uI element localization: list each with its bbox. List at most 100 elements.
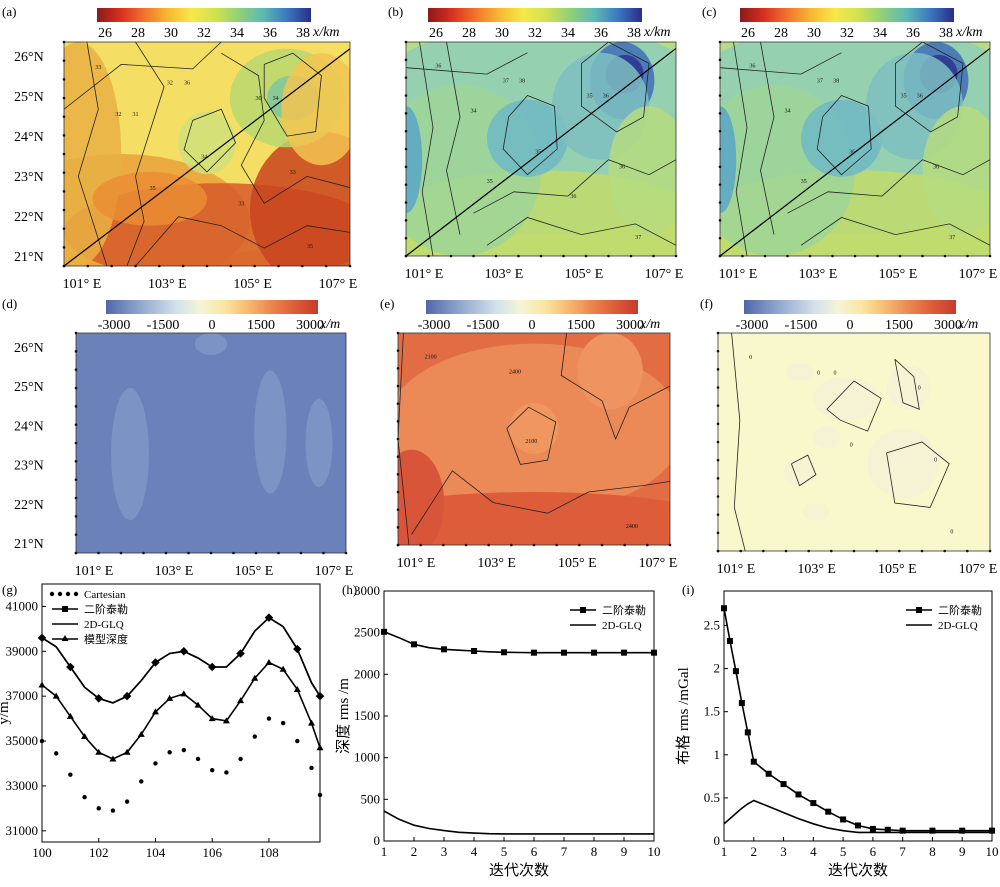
- frame-dot: [74, 368, 78, 371]
- profile-line: [406, 47, 676, 256]
- frame-dot: [607, 254, 610, 258]
- frame-dot: [966, 254, 969, 258]
- contour-label: 37: [949, 235, 955, 241]
- colorbar-tick-label: 34: [561, 26, 575, 41]
- frame-dot: [209, 551, 213, 555]
- legend-item: 二阶泰勒: [570, 603, 646, 617]
- legend-symbol: [49, 591, 55, 597]
- y-tick-label: 21°N: [14, 537, 44, 552]
- colorbar-tick-label: 30: [807, 26, 821, 41]
- series-marker: [651, 649, 657, 656]
- x-tick-label: 107° E: [315, 564, 354, 579]
- legend-label: 2D-GLQ: [938, 620, 978, 632]
- frame-dot: [988, 254, 992, 258]
- legend-label: 模型深度: [84, 632, 128, 646]
- series-marker: [726, 638, 733, 644]
- frame-dot: [74, 405, 78, 408]
- contour-line: [406, 52, 528, 75]
- series-line: [383, 810, 654, 835]
- series-marker: [810, 800, 817, 807]
- frame-dot: [229, 264, 233, 268]
- x-tick-label: 2: [751, 844, 758, 859]
- series-marker: [721, 605, 727, 612]
- series-marker: [293, 685, 301, 692]
- frame-dot: [427, 254, 430, 258]
- legend-label: 二阶泰勒: [938, 603, 982, 617]
- legend-item: 二阶泰勒: [906, 603, 982, 617]
- series-point: [317, 792, 323, 798]
- frame-dot: [322, 551, 325, 555]
- x-tick-label: 105° E: [233, 277, 272, 292]
- y-tick-label: 23°N: [14, 170, 44, 185]
- frame-dot: [807, 549, 810, 553]
- contour-line: [720, 52, 842, 75]
- frame-dot: [464, 543, 468, 547]
- frame-dot: [629, 254, 633, 258]
- map-color-region: [786, 363, 814, 381]
- map-color-region: [608, 106, 676, 235]
- frame-dot: [344, 551, 348, 555]
- frame-dot: [164, 551, 168, 555]
- frame-dot: [62, 115, 66, 118]
- frame-dot: [404, 58, 408, 62]
- contour-label: 34: [201, 154, 207, 160]
- frame-dot: [674, 254, 678, 258]
- frame-dot: [181, 264, 185, 268]
- series-marker: [137, 730, 145, 737]
- contour-line: [135, 216, 350, 266]
- contour-line: [800, 217, 990, 246]
- frame-dot: [324, 264, 328, 268]
- frame-dot: [600, 543, 604, 547]
- x-tick-label: 5: [501, 844, 508, 859]
- panel-label: (i): [682, 582, 694, 597]
- frame-dot: [396, 543, 400, 547]
- frame-dot: [396, 490, 400, 494]
- frame-dot: [134, 264, 137, 268]
- series-marker: [840, 816, 847, 823]
- panel-label: (b): [388, 4, 403, 19]
- series-point: [139, 779, 144, 784]
- frame-dot: [716, 440, 720, 444]
- series-point: [110, 808, 116, 813]
- x-tick-label: 101° E: [719, 267, 758, 282]
- contour-label: 30: [255, 96, 261, 102]
- x-tick-label: 101° E: [75, 564, 114, 579]
- x-tick-label: 103° E: [155, 564, 194, 579]
- legend-item: 二阶泰勒: [52, 602, 128, 616]
- y-tick-label: 23°N: [14, 459, 44, 474]
- contour-line: [560, 333, 670, 441]
- frame-dot: [852, 549, 856, 553]
- contour-label: 2400: [509, 369, 521, 375]
- colorbar-tick-label: 28: [131, 26, 145, 41]
- frame-dot: [396, 384, 400, 388]
- y-tick-label: 0: [374, 833, 381, 848]
- x-tick-label: 105° E: [235, 564, 274, 579]
- x-tick-label: 104: [146, 845, 166, 860]
- frame-dot: [898, 254, 902, 258]
- panel-label: (e): [380, 296, 394, 311]
- contour-label: 37: [635, 235, 641, 241]
- y-tick-label: 26°N: [14, 341, 44, 356]
- frame-dot: [404, 254, 408, 258]
- frame-dot: [623, 543, 626, 547]
- colorbar-tick-label: 1500: [247, 318, 275, 333]
- map-color-region: [398, 492, 670, 545]
- colorbar-unit: x/km: [312, 25, 339, 40]
- x-tick-label: 105° E: [879, 267, 918, 282]
- x-tick-label: 103° E: [477, 556, 516, 571]
- series-marker: [561, 649, 567, 656]
- frame-dot: [232, 551, 235, 555]
- series-point: [224, 770, 229, 775]
- map-color-region: [254, 370, 287, 494]
- colorbar-tick-label: 38: [939, 26, 953, 41]
- series-marker: [381, 628, 387, 635]
- colorbar-tick-label: 30: [164, 26, 178, 41]
- series-point: [295, 738, 300, 744]
- series-marker: [251, 674, 259, 681]
- contour-label: 2100: [525, 439, 537, 445]
- frame-dot: [718, 183, 722, 186]
- frame-dot: [652, 254, 655, 258]
- map-color-region: [111, 388, 149, 520]
